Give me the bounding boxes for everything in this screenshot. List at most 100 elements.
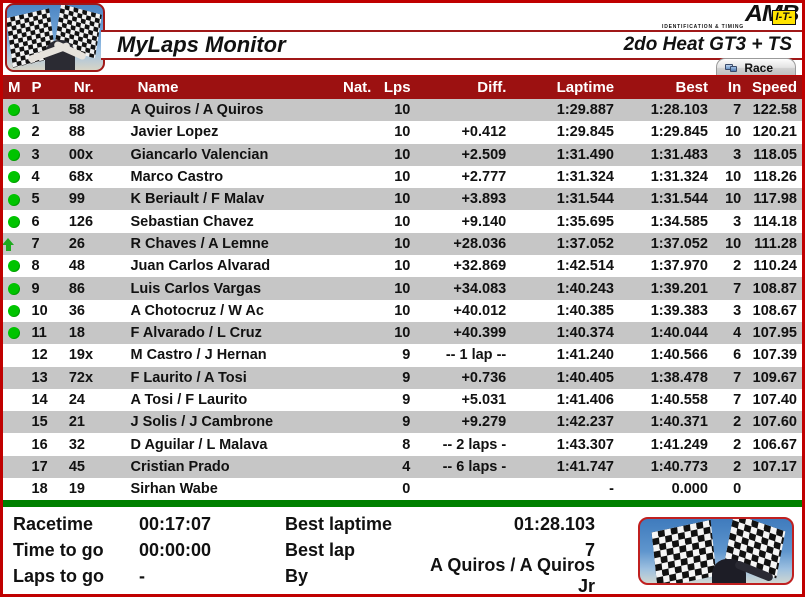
cell-in: 2 <box>733 258 742 275</box>
cell-speed: 108.67 <box>752 302 797 319</box>
cell-name: Marco Castro <box>130 169 224 186</box>
status-dot-icon <box>8 327 20 340</box>
table-row[interactable]: 18 19 Sirhan Wabe 0 - 0.000 0 <box>3 478 802 501</box>
network-computers-icon <box>725 62 738 74</box>
cell-speed: 111.28 <box>754 235 797 252</box>
cell-diff: +0.736 <box>461 369 507 386</box>
cell-diff: +0.412 <box>461 124 507 141</box>
status-dot-icon <box>8 215 20 228</box>
cell-best: 1:40.371 <box>650 414 708 431</box>
status-dot-icon <box>8 193 20 206</box>
cell-laptime: 1:43.307 <box>556 436 614 453</box>
table-row[interactable]: 6 126 Sebastian Chavez 10 +9.140 1:35.695 1:34… <box>3 210 802 233</box>
table-row[interactable]: 16 32 D Aguilar / L Malava 8 -- 2 laps - 1:43… <box>3 433 802 456</box>
cell-in: 3 <box>733 302 742 319</box>
cell-speed: 114.18 <box>753 213 797 230</box>
cell-laps: 10 <box>394 258 411 275</box>
table-row[interactable]: 11 18 F Alvarado / L Cruz 10 +40.399 1:40.374… <box>3 321 802 345</box>
cell-name: K Beriault / F Malav <box>130 191 265 208</box>
cell-laptime: 1:41.406 <box>556 392 614 408</box>
cell-position: 15 <box>31 414 48 431</box>
table-row[interactable]: 9 86 Luis Carlos Vargas 10 +34.083 1:40.243 1:… <box>3 277 802 300</box>
summary-value-right: A Quiros / A Quiros Jr <box>429 555 595 597</box>
cell-status <box>3 102 29 118</box>
cell-diff: +28.036 <box>453 235 507 252</box>
cell-laps: 9 <box>402 414 411 431</box>
cell-laps: 9 <box>402 392 411 408</box>
table-row[interactable]: 15 21 J Solis / J Cambrone 9 +9.279 1:42.237 1… <box>3 411 802 434</box>
table-row[interactable]: 2 88 Javier Lopez 10 +0.412 1:29.845 1:29.845 1… <box>3 121 802 144</box>
cell-best: 1:34.585 <box>650 213 708 230</box>
cell-status <box>3 325 29 341</box>
cell-position: 2 <box>31 124 40 141</box>
cell-status <box>3 191 29 207</box>
table-row[interactable]: 7 26 R Chaves / A Lemne 10 +28.036 1:37.052 1:… <box>3 232 802 256</box>
summary-row: Racetime 00:17:07 Best laptime 01:28.103 <box>13 511 802 537</box>
cell-name: Luis Carlos Vargas <box>130 280 262 297</box>
col-header-name[interactable]: Name <box>137 79 179 96</box>
cell-position: 16 <box>31 436 48 453</box>
cell-diff: +3.893 <box>461 191 507 208</box>
cell-position: 8 <box>31 258 40 275</box>
col-header-in[interactable]: In <box>727 79 742 96</box>
cell-in: 7 <box>733 369 742 386</box>
cell-in: 7 <box>733 392 742 408</box>
cell-best: 1:37.052 <box>650 235 708 252</box>
col-header-diff[interactable]: Diff. <box>477 79 507 96</box>
cell-laptime: 1:31.324 <box>556 169 614 186</box>
tab-race[interactable]: Race <box>716 58 796 75</box>
col-header-best[interactable]: Best <box>675 79 709 96</box>
cell-laps: 10 <box>394 325 411 342</box>
cell-diff: +9.279 <box>461 414 507 431</box>
table-row[interactable]: 4 68x Marco Castro 10 +2.777 1:31.324 1:31.324… <box>3 165 802 189</box>
cell-laps: 9 <box>402 347 411 364</box>
col-header-m[interactable]: M <box>8 79 21 96</box>
col-header-lps[interactable]: Lps <box>383 79 411 96</box>
table-row[interactable]: 14 24 A Tosi / F Laurito 9 +5.031 1:41.406 1:4… <box>3 388 802 412</box>
table-row[interactable]: 12 19x M Castro / J Hernan 9 -- 1 lap -- 1:41… <box>3 344 802 367</box>
col-header-p[interactable]: P <box>31 79 42 96</box>
cell-name: A Tosi / F Laurito <box>130 392 248 408</box>
cell-best: 1:31.544 <box>650 191 708 208</box>
cell-name: M Castro / J Hernan <box>130 347 267 364</box>
cell-position: 18 <box>31 481 48 498</box>
cell-number: 36 <box>68 302 85 319</box>
cell-number: 48 <box>68 258 85 275</box>
cell-in: 2 <box>733 458 742 475</box>
cell-number: 24 <box>68 392 85 408</box>
table-row[interactable]: 17 45 Cristian Prado 4 -- 6 laps - 1:41.747 1:… <box>3 455 802 479</box>
cell-speed: 107.39 <box>752 347 797 364</box>
cell-diff: +34.083 <box>453 280 507 297</box>
cell-status <box>3 147 29 163</box>
cell-laps: 0 <box>402 481 411 498</box>
cell-best: 1:29.845 <box>650 124 708 141</box>
status-none-icon <box>8 350 20 362</box>
session-title: 2do Heat GT3 + TS <box>623 34 792 55</box>
col-header-nat[interactable]: Nat. <box>342 79 372 96</box>
cell-best: 0.000 <box>671 481 708 498</box>
table-row[interactable]: 13 72x F Laurito / A Tosi 9 +0.736 1:40.405 1:… <box>3 366 802 389</box>
cell-speed: 117.98 <box>753 191 797 208</box>
cell-name: Sebastian Chavez <box>130 213 254 230</box>
table-row[interactable]: 8 48 Juan Carlos Alvarad 10 +32.869 1:42.514 1… <box>3 255 802 278</box>
cell-in: 6 <box>733 347 742 364</box>
cell-speed: 110.24 <box>753 258 797 275</box>
table-row[interactable]: 1 58 A Quiros / A Quiros 10 1:29.887 1:28.103… <box>3 99 802 122</box>
col-header-speed[interactable]: Speed <box>752 79 798 96</box>
col-header-laptime[interactable]: Laptime <box>556 79 615 96</box>
cell-number: 72x <box>68 369 94 386</box>
table-row[interactable]: 10 36 A Chotocruz / W Ac 10 +40.012 1:40.385 1… <box>3 299 802 322</box>
tab-race-label: Race <box>744 61 773 75</box>
cell-laps: 10 <box>394 146 411 163</box>
cell-laps: 10 <box>394 191 411 208</box>
cell-status <box>3 281 29 297</box>
cell-best: 1:40.558 <box>650 392 708 408</box>
cell-speed: 118.26 <box>753 169 797 186</box>
cell-name: D Aguilar / L Malava <box>130 436 268 453</box>
table-row[interactable]: 5 99 K Beriault / F Malav 10 +3.893 1:31.544 1… <box>3 188 802 211</box>
checkered-flags-photo <box>5 3 105 72</box>
table-row[interactable]: 3 00x Giancarlo Valencian 10 +2.509 1:31.490 1… <box>3 143 802 166</box>
col-header-nr[interactable]: Nr. <box>73 79 94 96</box>
cell-position: 9 <box>31 280 40 297</box>
cell-number: 126 <box>68 213 94 230</box>
